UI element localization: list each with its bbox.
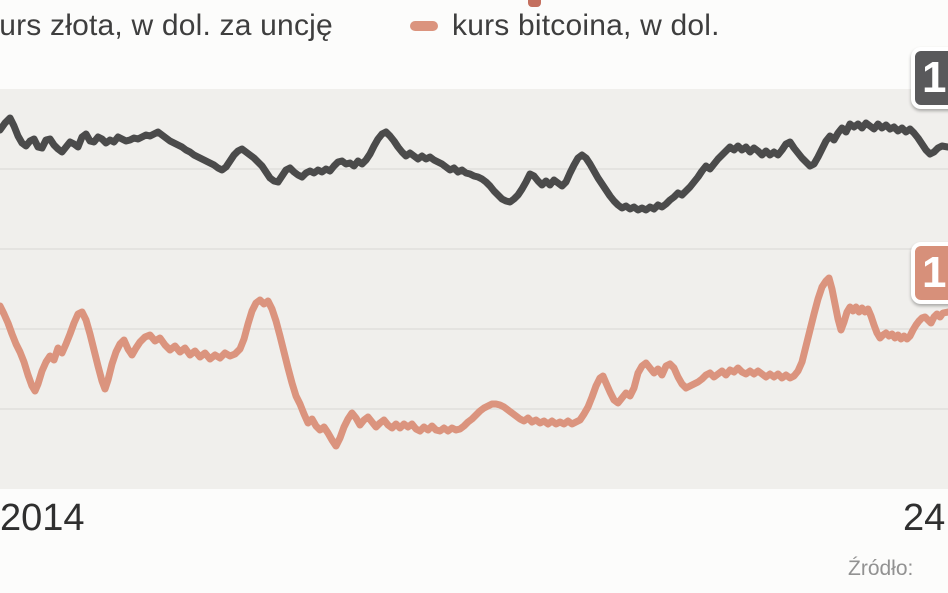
- x-axis-label-left: 2014: [0, 497, 85, 539]
- source-label: Źródło:: [848, 557, 914, 580]
- gold-value-text: 1: [922, 53, 947, 102]
- legend-label-gold: kurs złota, w dol. za uncję: [0, 9, 333, 42]
- bitcoin-line-marker-icon: [410, 21, 438, 31]
- legend-label-bitcoin: kurs bitcoina, w dol.: [452, 9, 720, 42]
- bitcoin-value-text: 1: [922, 248, 947, 297]
- bitcoin-value-badge: 1: [911, 242, 948, 304]
- cropped-top-marker: [528, 0, 541, 7]
- gold-value-badge: 1: [911, 47, 948, 109]
- legend-item-gold: kurs złota, w dol. za uncję: [0, 9, 333, 43]
- x-axis-label-right: 24: [903, 497, 946, 539]
- legend-item-bitcoin: kurs bitcoina, w dol.: [410, 9, 720, 43]
